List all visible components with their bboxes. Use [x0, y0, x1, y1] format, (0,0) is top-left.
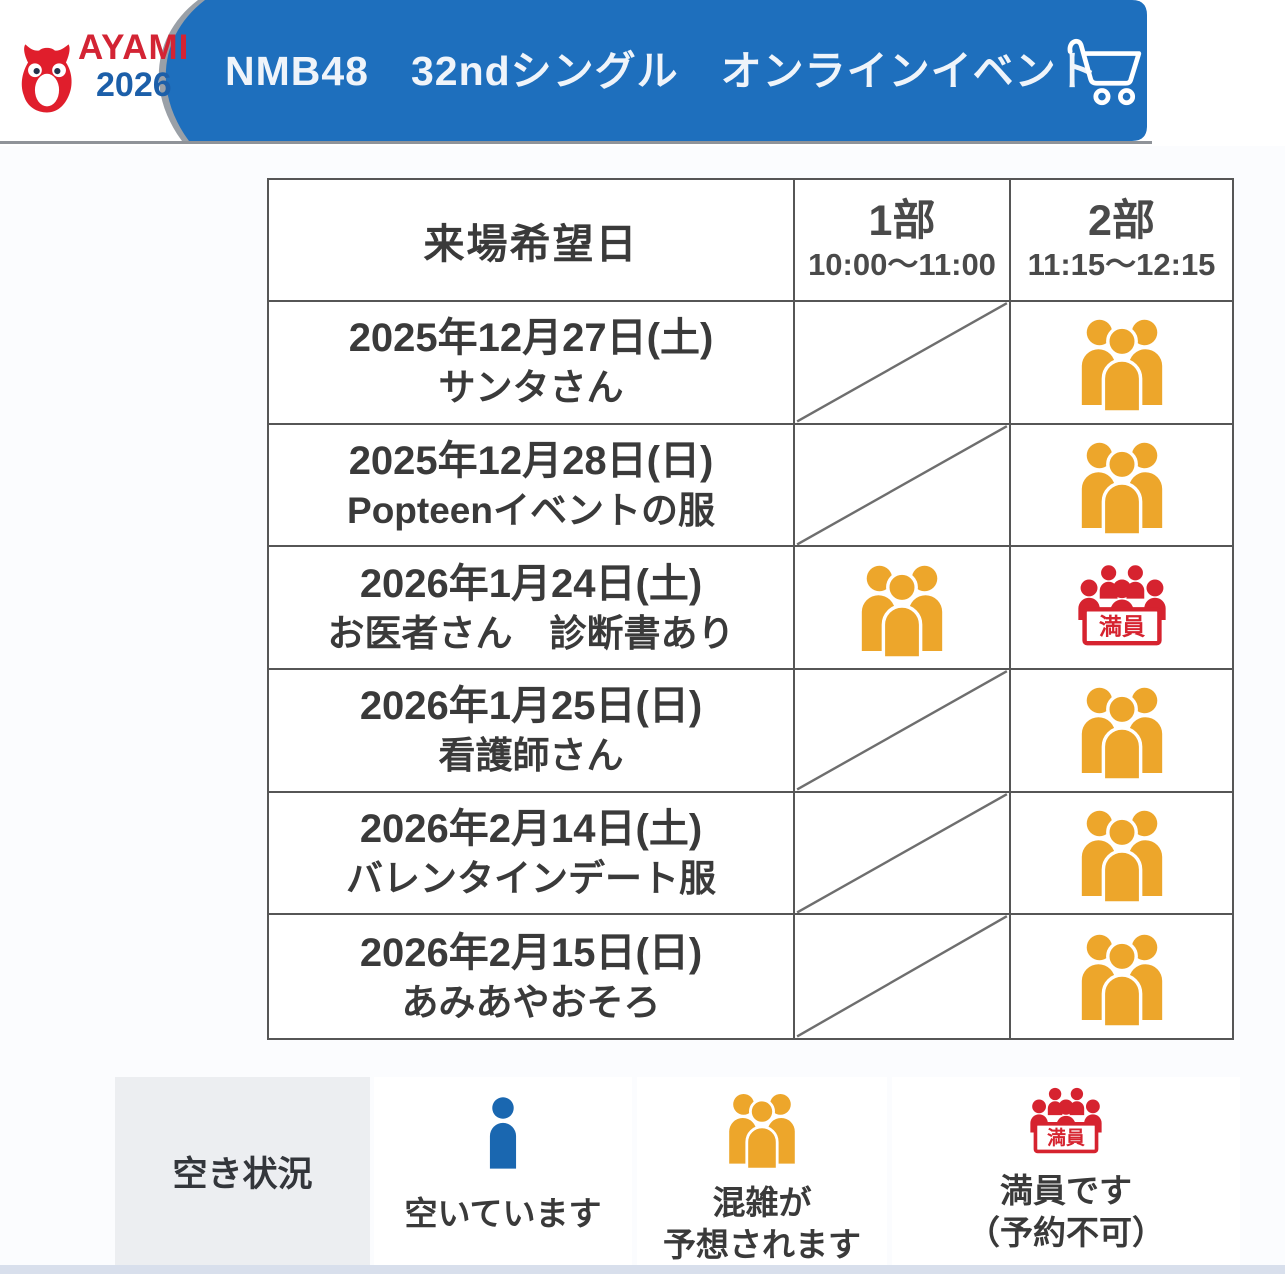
crowded-group-icon: [1081, 442, 1162, 537]
theme-text: Popteenイベントの服: [347, 489, 715, 531]
legend-label: 空いています: [404, 1194, 602, 1232]
legend-label: （予約不可）: [967, 1213, 1165, 1251]
header: AYAMI 2026 NMB48 32ndシングル オンラインイベント: [0, 0, 1285, 146]
shopping-cart-icon[interactable]: [1063, 30, 1145, 114]
unavailable-slash-icon: [795, 302, 1009, 423]
full-group-icon: 満員: [1030, 1087, 1102, 1154]
date-text: 2026年1月25日(日): [359, 684, 703, 729]
slot-cell-r5-part1: [795, 915, 1011, 1038]
part2-time: 11:15〜12:15: [1027, 247, 1216, 283]
slot-cell-r4-part1: [795, 792, 1011, 916]
part2-label: 2部: [1088, 196, 1155, 245]
availability-legend: 空き状況 空いています 混雑が 予想されます: [0, 1077, 1285, 1274]
unavailable-slash-icon: [795, 670, 1009, 791]
full-icon-slot: 満員: [1026, 1086, 1106, 1164]
full-group-icon: 満員: [1077, 565, 1166, 646]
slot-cell-r3-part2[interactable]: [1011, 670, 1232, 793]
unavailable-slash-icon: [795, 425, 1009, 546]
bottom-edge-strip: [0, 1265, 1285, 1274]
unavailable-slash-icon: [795, 915, 1009, 1038]
crowded-icon-slot: [722, 1086, 802, 1176]
slot-cell-r1-part2[interactable]: [1011, 425, 1232, 548]
date-cell-r2: 2026年1月24日(土) お医者さん 診断書あり: [269, 547, 795, 670]
svg-text:満員: 満員: [1098, 613, 1145, 639]
crowded-group-icon: [1081, 810, 1162, 905]
slot-cell-r2-part2: 満員: [1011, 547, 1232, 670]
legend-item-crowded: 混雑が 予想されます: [637, 1077, 887, 1274]
part1-time: 10:00〜11:00: [808, 247, 996, 283]
legend-label: 混雑が: [712, 1183, 812, 1221]
date-cell-r5: 2026年2月15日(日) あみあやおそろ: [269, 915, 795, 1038]
crowded-group-icon: [729, 1094, 795, 1171]
theme-text: バレンタインデート服: [346, 857, 716, 899]
theme-text: お医者さん 診断書あり: [327, 612, 735, 654]
legend-label: 予想されます: [663, 1226, 861, 1264]
date-text: 2025年12月28日(日): [348, 438, 714, 483]
theme-text: 看護師さん: [438, 735, 624, 777]
svg-text:満員: 満員: [1047, 1127, 1085, 1149]
slot-cell-r4-part2[interactable]: [1011, 793, 1232, 916]
legend-item-full: 満員 満員です （予約不可）: [892, 1077, 1240, 1274]
unavailable-slash-icon: [795, 793, 1009, 914]
site-logo: AYAMI 2026: [14, 24, 204, 134]
column-header-part2: 2部 11:15〜12:15: [1011, 180, 1232, 302]
slot-cell-r0-part1: [795, 302, 1011, 425]
crowded-group-icon: [861, 565, 943, 660]
crowded-group-icon: [1081, 934, 1162, 1029]
logo-year-text: 2026: [96, 66, 172, 104]
banner-shape: [165, 0, 1148, 141]
crowded-group-icon: [1081, 688, 1162, 783]
date-cell-r1: 2025年12月28日(日) Popteenイベントの服: [269, 424, 795, 548]
slot-cell-r1-part1: [795, 424, 1011, 548]
date-text: 2026年1月24日(土): [359, 561, 703, 606]
logo-brand-text: AYAMI: [78, 28, 190, 67]
slot-cell-r2-part1[interactable]: [795, 547, 1011, 670]
available-icon-slot: [475, 1094, 531, 1185]
slot-cell-r5-part2[interactable]: [1011, 915, 1232, 1038]
slot-cell-r0-part2[interactable]: [1011, 302, 1232, 425]
banner-background: [158, 0, 1148, 141]
column-header-part1: 1部 10:00〜11:00: [795, 180, 1011, 302]
available-person-icon: [489, 1097, 517, 1169]
theme-text: あみあやおそろ: [401, 981, 661, 1023]
theme-text: サンタさん: [438, 367, 624, 409]
mascot-cat-icon: [21, 44, 72, 113]
date-text: 2025年12月27日(土): [348, 316, 714, 361]
part1-label: 1部: [868, 196, 936, 245]
crowded-group-icon: [1081, 320, 1162, 415]
date-cell-r0: 2025年12月27日(土) サンタさん: [269, 302, 795, 425]
column-header-date: 来場希望日: [269, 180, 795, 302]
legend-item-available: 空いています: [374, 1077, 632, 1274]
legend-title: 空き状況: [115, 1077, 370, 1265]
page-title: NMB48 32ndシングル オンラインイベント: [225, 48, 1099, 94]
date-cell-r4: 2026年2月14日(土) バレンタインデート服: [269, 792, 795, 916]
slot-cell-r3-part1: [795, 669, 1011, 793]
date-cell-r3: 2026年1月25日(日) 看護師さん: [269, 669, 795, 793]
schedule-table: 来場希望日 1部 10:00〜11:00 2部 11:15〜12:15 2025…: [267, 178, 1234, 1040]
legend-label: 満員です: [1000, 1171, 1132, 1209]
date-text: 2026年2月14日(土): [359, 806, 703, 851]
header-divider-line: [0, 141, 1152, 144]
date-header-label: 来場希望日: [423, 221, 639, 267]
date-text: 2026年2月15日(日): [359, 930, 703, 975]
